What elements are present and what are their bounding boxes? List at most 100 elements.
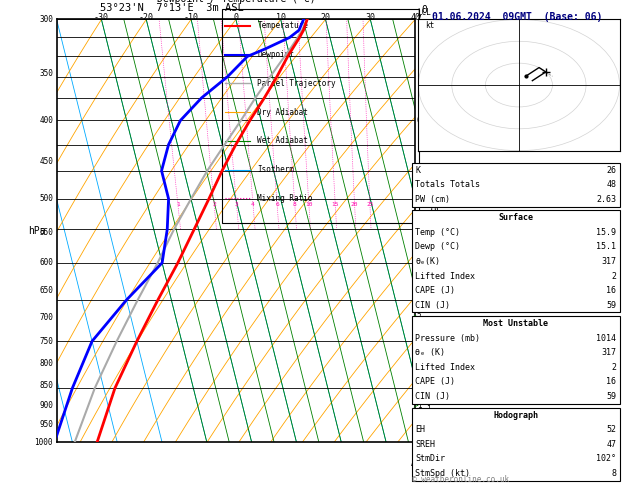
Text: Dewpoint: Dewpoint bbox=[257, 50, 294, 59]
Text: EH: EH bbox=[415, 425, 425, 434]
Text: 350: 350 bbox=[39, 69, 53, 78]
Text: 20: 20 bbox=[351, 202, 359, 207]
Text: K: K bbox=[415, 166, 420, 174]
Text: Lifted Index: Lifted Index bbox=[415, 272, 475, 280]
Text: 0: 0 bbox=[233, 13, 238, 22]
Text: 5: 5 bbox=[426, 241, 430, 249]
Text: 700: 700 bbox=[39, 312, 53, 322]
Text: 30: 30 bbox=[365, 13, 376, 22]
Text: 6: 6 bbox=[417, 116, 421, 125]
Text: 550: 550 bbox=[39, 228, 53, 237]
Text: 3: 3 bbox=[235, 202, 238, 207]
Text: 25: 25 bbox=[366, 202, 374, 207]
Text: θₑ(K): θₑ(K) bbox=[415, 257, 440, 266]
Text: Parcel Trajectory: Parcel Trajectory bbox=[257, 79, 336, 88]
Text: Mixing Ratio (g/kg): Mixing Ratio (g/kg) bbox=[430, 187, 440, 275]
Text: 450: 450 bbox=[39, 157, 53, 166]
Text: 26: 26 bbox=[606, 166, 616, 174]
Text: StmDir: StmDir bbox=[415, 454, 445, 463]
Text: hPa: hPa bbox=[28, 226, 46, 236]
Text: 1: 1 bbox=[417, 401, 421, 410]
Text: ASL: ASL bbox=[411, 459, 426, 468]
Text: Hodograph: Hodograph bbox=[493, 411, 538, 419]
Text: km: km bbox=[414, 447, 424, 455]
Text: 7: 7 bbox=[417, 15, 421, 24]
Text: 1014: 1014 bbox=[596, 334, 616, 343]
Text: 1000: 1000 bbox=[35, 438, 53, 447]
Text: 750: 750 bbox=[39, 337, 53, 346]
Text: 2: 2 bbox=[611, 272, 616, 280]
Text: 4: 4 bbox=[251, 202, 255, 207]
Text: Isotherm: Isotherm bbox=[257, 165, 294, 174]
Text: Dewpoint / Temperature (°C): Dewpoint / Temperature (°C) bbox=[157, 0, 315, 4]
Text: CIN (J): CIN (J) bbox=[415, 392, 450, 401]
Text: 59: 59 bbox=[606, 392, 616, 401]
Text: 300: 300 bbox=[39, 15, 53, 24]
Bar bbox=[221, 9, 419, 223]
Text: 8: 8 bbox=[611, 469, 616, 478]
Text: 16: 16 bbox=[606, 286, 616, 295]
Text: 6: 6 bbox=[276, 202, 279, 207]
Text: 3: 3 bbox=[417, 312, 421, 322]
Text: LCL: LCL bbox=[417, 8, 431, 17]
Text: 48: 48 bbox=[606, 180, 616, 189]
Text: 3: 3 bbox=[426, 317, 430, 327]
Text: 5: 5 bbox=[417, 194, 421, 203]
Text: Pressure (mb): Pressure (mb) bbox=[415, 334, 480, 343]
Text: 0: 0 bbox=[421, 5, 427, 15]
Text: 2: 2 bbox=[417, 359, 421, 368]
Text: Dewp (°C): Dewp (°C) bbox=[415, 243, 460, 251]
Text: 650: 650 bbox=[39, 286, 53, 295]
Text: 2: 2 bbox=[426, 364, 430, 373]
Text: CAPE (J): CAPE (J) bbox=[415, 286, 455, 295]
Text: CAPE (J): CAPE (J) bbox=[415, 378, 455, 386]
Text: 10: 10 bbox=[276, 13, 286, 22]
Text: 01.06.2024  09GMT  (Base: 06): 01.06.2024 09GMT (Base: 06) bbox=[432, 12, 603, 22]
Text: Most Unstable: Most Unstable bbox=[483, 319, 548, 328]
Text: 950: 950 bbox=[39, 420, 53, 429]
Text: 4: 4 bbox=[417, 259, 421, 267]
Text: 2: 2 bbox=[212, 202, 216, 207]
Text: 15.9: 15.9 bbox=[596, 228, 616, 237]
Text: 1: 1 bbox=[426, 405, 430, 414]
Text: -20: -20 bbox=[139, 13, 153, 22]
Text: Surface: Surface bbox=[498, 213, 533, 222]
Text: 4: 4 bbox=[426, 276, 430, 284]
Text: Dry Adiabat: Dry Adiabat bbox=[257, 107, 308, 117]
Text: 900: 900 bbox=[39, 401, 53, 410]
Text: 59: 59 bbox=[606, 301, 616, 310]
Text: 317: 317 bbox=[601, 348, 616, 357]
Text: 1: 1 bbox=[176, 202, 180, 207]
Text: 47: 47 bbox=[606, 440, 616, 449]
Text: 102°: 102° bbox=[596, 454, 616, 463]
Text: Mixing Ratio: Mixing Ratio bbox=[257, 194, 313, 203]
Text: 600: 600 bbox=[39, 259, 53, 267]
Text: kt: kt bbox=[425, 21, 434, 30]
Text: © weatheronline.co.uk: © weatheronline.co.uk bbox=[412, 474, 509, 484]
Text: -10: -10 bbox=[184, 13, 199, 22]
Text: StmSpd (kt): StmSpd (kt) bbox=[415, 469, 470, 478]
Text: Wet Adiabat: Wet Adiabat bbox=[257, 136, 308, 145]
Text: 20: 20 bbox=[321, 13, 330, 22]
Text: 16: 16 bbox=[606, 378, 616, 386]
Text: Totals Totals: Totals Totals bbox=[415, 180, 480, 189]
Text: 15: 15 bbox=[331, 202, 339, 207]
Text: 10: 10 bbox=[305, 202, 313, 207]
Text: 52: 52 bbox=[606, 425, 616, 434]
Text: 400: 400 bbox=[39, 116, 53, 125]
Text: 8: 8 bbox=[293, 202, 297, 207]
Text: 15.1: 15.1 bbox=[596, 243, 616, 251]
Text: 850: 850 bbox=[39, 381, 53, 390]
Text: PW (cm): PW (cm) bbox=[415, 195, 450, 204]
Text: 2.63: 2.63 bbox=[596, 195, 616, 204]
Text: 800: 800 bbox=[39, 359, 53, 368]
Text: Temperature: Temperature bbox=[257, 21, 308, 30]
Text: 317: 317 bbox=[601, 257, 616, 266]
Text: 2: 2 bbox=[611, 363, 616, 372]
Text: Temp (°C): Temp (°C) bbox=[415, 228, 460, 237]
Text: SREH: SREH bbox=[415, 440, 435, 449]
Text: 500: 500 bbox=[39, 194, 53, 203]
Text: -30: -30 bbox=[94, 13, 109, 22]
Text: 53°23'N  7°13'E  3m ASL: 53°23'N 7°13'E 3m ASL bbox=[99, 3, 243, 13]
Text: θₑ (K): θₑ (K) bbox=[415, 348, 445, 357]
